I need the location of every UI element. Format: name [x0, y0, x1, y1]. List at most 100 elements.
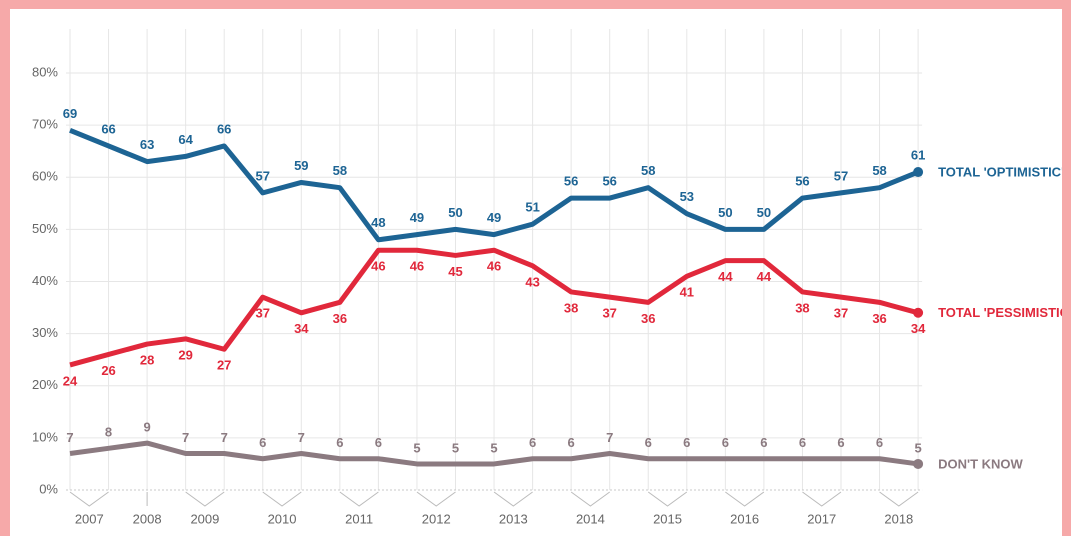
- value-label: 56: [564, 174, 578, 189]
- value-label: 26: [101, 363, 115, 378]
- value-label: 6: [375, 435, 382, 450]
- x-tick-bracket: [493, 491, 533, 507]
- x-tick-label: 2010: [268, 511, 297, 526]
- value-label: 38: [795, 300, 809, 315]
- value-label: 37: [256, 306, 270, 321]
- value-label: 5: [413, 440, 420, 455]
- value-label: 63: [140, 137, 154, 152]
- x-tick-bracket: [69, 491, 109, 507]
- value-label: 24: [63, 373, 78, 388]
- value-label: 59: [294, 158, 308, 173]
- value-label: 34: [294, 321, 309, 336]
- value-label: 6: [645, 435, 652, 450]
- x-tick-bracket: [339, 491, 379, 507]
- y-tick-label: 60%: [32, 169, 58, 184]
- value-label: 36: [641, 311, 655, 326]
- series-line: [69, 247, 919, 368]
- value-label: 29: [178, 347, 192, 362]
- chart-frame: 0% 10% 20% 30% 40% 50% 60% 70% 80% 2007 2008 2009 20…: [10, 9, 1062, 536]
- value-label: 57: [834, 168, 848, 183]
- value-label: 50: [757, 205, 771, 220]
- value-label: 5: [452, 440, 459, 455]
- value-label: 51: [525, 200, 539, 215]
- value-label: 6: [529, 435, 536, 450]
- x-tick-bracket: [570, 491, 610, 507]
- x-tick-bracket: [185, 491, 225, 507]
- value-label: 61: [911, 147, 925, 162]
- x-tick-label: 2011: [345, 511, 373, 526]
- value-label: 36: [333, 311, 347, 326]
- y-tick-label: 50%: [32, 221, 58, 236]
- x-tick-bracket: [416, 491, 456, 507]
- series-name: DON'T KNOW: [938, 456, 1023, 471]
- value-label: 7: [221, 430, 228, 445]
- value-label: 5: [914, 440, 921, 455]
- value-label: 50: [718, 205, 732, 220]
- value-label: 6: [259, 435, 266, 450]
- value-label: 48: [371, 215, 385, 230]
- value-label: 66: [101, 121, 115, 136]
- value-label: 58: [641, 163, 655, 178]
- value-label: 58: [333, 163, 347, 178]
- y-tick-label: 30%: [32, 325, 58, 340]
- value-label: 6: [336, 435, 343, 450]
- x-tick-bracket: [262, 491, 302, 507]
- value-label: 58: [872, 163, 886, 178]
- value-label: 6: [799, 435, 806, 450]
- value-label: 7: [182, 430, 189, 445]
- x-tick-bracket: [725, 491, 765, 507]
- value-label: 6: [837, 435, 844, 450]
- value-label: 66: [217, 121, 231, 136]
- value-label: 34: [911, 321, 926, 336]
- x-tick-label: 2012: [422, 511, 451, 526]
- x-tick-label: 2018: [884, 511, 913, 526]
- x-tick-bracket: [647, 491, 688, 507]
- value-label: 44: [757, 269, 772, 284]
- y-tick-label: 0%: [39, 481, 58, 496]
- value-label: 6: [876, 435, 883, 450]
- value-label: 36: [872, 311, 886, 326]
- value-label: 46: [487, 259, 501, 274]
- x-tick-label: 2017: [807, 511, 836, 526]
- x-tick-label: 2007: [75, 511, 104, 526]
- x-tick-label: 2014: [576, 511, 605, 526]
- x-tick-label: 2013: [499, 511, 528, 526]
- series-line: [69, 440, 919, 467]
- value-label: 28: [140, 352, 154, 367]
- value-label: 49: [410, 210, 424, 225]
- value-label: 8: [105, 425, 112, 440]
- y-tick-label: 70%: [32, 117, 58, 132]
- y-tick-label: 40%: [32, 273, 58, 288]
- value-label: 9: [143, 420, 150, 435]
- y-tick-label: 80%: [32, 64, 58, 79]
- value-label: 53: [680, 189, 694, 204]
- series-name: TOTAL 'OPTIMISTIC': [938, 164, 1062, 179]
- y-tick-label: 20%: [32, 377, 58, 392]
- series-line: [69, 128, 920, 243]
- value-label: 69: [63, 106, 77, 121]
- chart: 0% 10% 20% 30% 40% 50% 60% 70% 80% 2007 2008 2009 20…: [32, 29, 1062, 526]
- value-label: 46: [371, 259, 385, 274]
- value-label: 50: [448, 205, 462, 220]
- value-label: 7: [606, 430, 613, 445]
- value-label: 44: [718, 269, 733, 284]
- x-tick-bracket: [802, 491, 842, 507]
- y-tick-label: 10%: [32, 429, 58, 444]
- x-tick-label: 2015: [653, 511, 682, 526]
- value-label: 38: [564, 300, 578, 315]
- end-marker: [913, 458, 924, 469]
- value-label: 46: [410, 259, 424, 274]
- value-label: 56: [795, 174, 809, 189]
- value-label: 45: [448, 264, 462, 279]
- value-label: 6: [568, 435, 575, 450]
- value-label: 7: [298, 430, 305, 445]
- value-label: 5: [490, 440, 497, 455]
- value-label: 6: [760, 435, 767, 450]
- series-name: TOTAL 'PESSIMISTIC': [938, 305, 1062, 320]
- x-tick-label: 2016: [730, 511, 759, 526]
- value-label: 41: [680, 285, 694, 300]
- end-marker: [913, 307, 924, 318]
- x-tick-label: 2009: [190, 511, 219, 526]
- end-marker: [913, 167, 924, 178]
